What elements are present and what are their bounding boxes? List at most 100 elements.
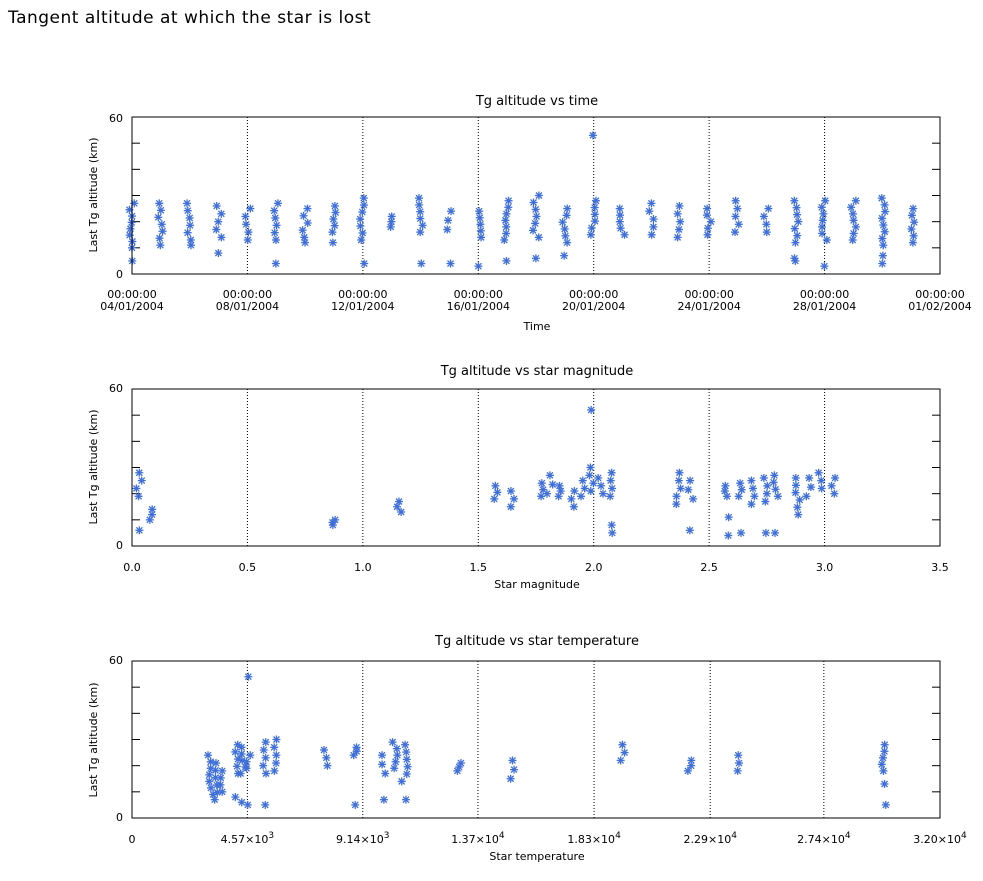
- data-point: [329, 215, 338, 224]
- data-point: [323, 761, 332, 770]
- data-point: [205, 770, 214, 779]
- data-point: [594, 473, 603, 482]
- data-point: [791, 481, 800, 490]
- data-point: [403, 762, 412, 771]
- data-point: [907, 211, 916, 220]
- data-point: [204, 751, 213, 760]
- data-point: [534, 233, 543, 242]
- data-point: [187, 241, 196, 250]
- x-tick-label-date: 20/01/2004: [562, 300, 625, 313]
- chart-title: Tg altitude vs time: [475, 94, 598, 109]
- data-point: [880, 227, 889, 236]
- data-point: [607, 521, 616, 530]
- y-axis-label: Last Tg altitude (km): [87, 683, 100, 798]
- data-point: [402, 748, 411, 757]
- data-point: [736, 528, 745, 537]
- data-point: [577, 492, 586, 501]
- data-point: [476, 220, 485, 229]
- x-axis-label: Time: [523, 320, 551, 333]
- data-point: [206, 757, 215, 766]
- data-point: [542, 489, 551, 498]
- data-point: [674, 225, 683, 234]
- data-point: [359, 201, 368, 210]
- data-point: [802, 492, 811, 501]
- x-tick-label: 0.5: [239, 561, 257, 574]
- data-point: [242, 220, 251, 229]
- x-tick-label: 2.0: [585, 561, 603, 574]
- chart-title: Tg altitude vs star magnitude: [440, 364, 634, 379]
- data-point: [806, 483, 815, 492]
- data-point: [474, 262, 483, 271]
- data-point: [580, 484, 589, 493]
- data-point: [155, 234, 164, 243]
- data-point: [649, 215, 658, 224]
- data-point: [703, 204, 712, 213]
- data-point: [531, 205, 540, 214]
- data-point: [676, 217, 685, 226]
- x-tick-label: 00:00:00: [569, 288, 618, 301]
- data-point: [211, 766, 220, 775]
- data-point: [587, 223, 596, 232]
- data-point: [790, 224, 799, 233]
- data-point: [233, 762, 242, 771]
- data-point: [673, 209, 682, 218]
- data-point: [589, 479, 598, 488]
- data-point: [156, 241, 165, 250]
- data-point: [848, 209, 857, 218]
- data-point: [212, 225, 221, 234]
- y-tick-label-bottom: 0: [116, 811, 123, 824]
- data-point: [135, 526, 144, 535]
- data-point: [881, 800, 890, 809]
- data-point: [878, 214, 887, 223]
- data-point: [322, 753, 331, 762]
- data-point: [737, 485, 746, 494]
- data-point: [298, 226, 307, 235]
- x-tick-label: 1.83×104: [567, 831, 621, 846]
- data-point: [773, 492, 782, 501]
- data-point: [684, 485, 693, 494]
- data-point: [183, 199, 192, 208]
- data-point: [130, 199, 139, 208]
- x-tick-label: 0.0: [123, 561, 141, 574]
- data-point: [241, 212, 250, 221]
- data-point: [827, 481, 836, 490]
- data-point: [676, 484, 685, 493]
- data-point: [588, 131, 597, 140]
- data-point: [608, 484, 617, 493]
- data-point: [397, 777, 406, 786]
- data-point: [814, 468, 823, 477]
- data-point: [415, 200, 424, 209]
- data-point: [909, 204, 918, 213]
- x-tick-label: 00:00:00: [684, 288, 733, 301]
- data-point: [388, 738, 397, 747]
- data-point: [391, 757, 400, 766]
- data-point: [416, 228, 425, 237]
- data-point: [615, 217, 624, 226]
- data-point: [357, 235, 366, 244]
- data-point: [358, 229, 367, 238]
- data-point: [271, 259, 280, 268]
- data-point: [731, 212, 740, 221]
- data-point: [416, 207, 425, 216]
- data-point: [590, 203, 599, 212]
- data-point: [395, 497, 404, 506]
- data-point: [771, 485, 780, 494]
- data-point: [493, 488, 502, 497]
- data-point: [567, 494, 576, 503]
- data-point: [259, 745, 268, 754]
- data-point: [734, 751, 743, 760]
- data-point: [186, 221, 195, 230]
- data-point: [246, 751, 255, 760]
- data-point: [733, 204, 742, 213]
- data-point: [555, 481, 564, 490]
- data-point: [402, 755, 411, 764]
- data-point: [126, 224, 135, 233]
- data-point: [510, 765, 519, 774]
- data-point: [206, 783, 215, 792]
- data-point: [331, 515, 340, 524]
- data-point: [537, 479, 546, 488]
- data-point: [570, 487, 579, 496]
- data-point: [606, 476, 615, 485]
- data-point: [910, 218, 919, 227]
- data-point: [672, 492, 681, 501]
